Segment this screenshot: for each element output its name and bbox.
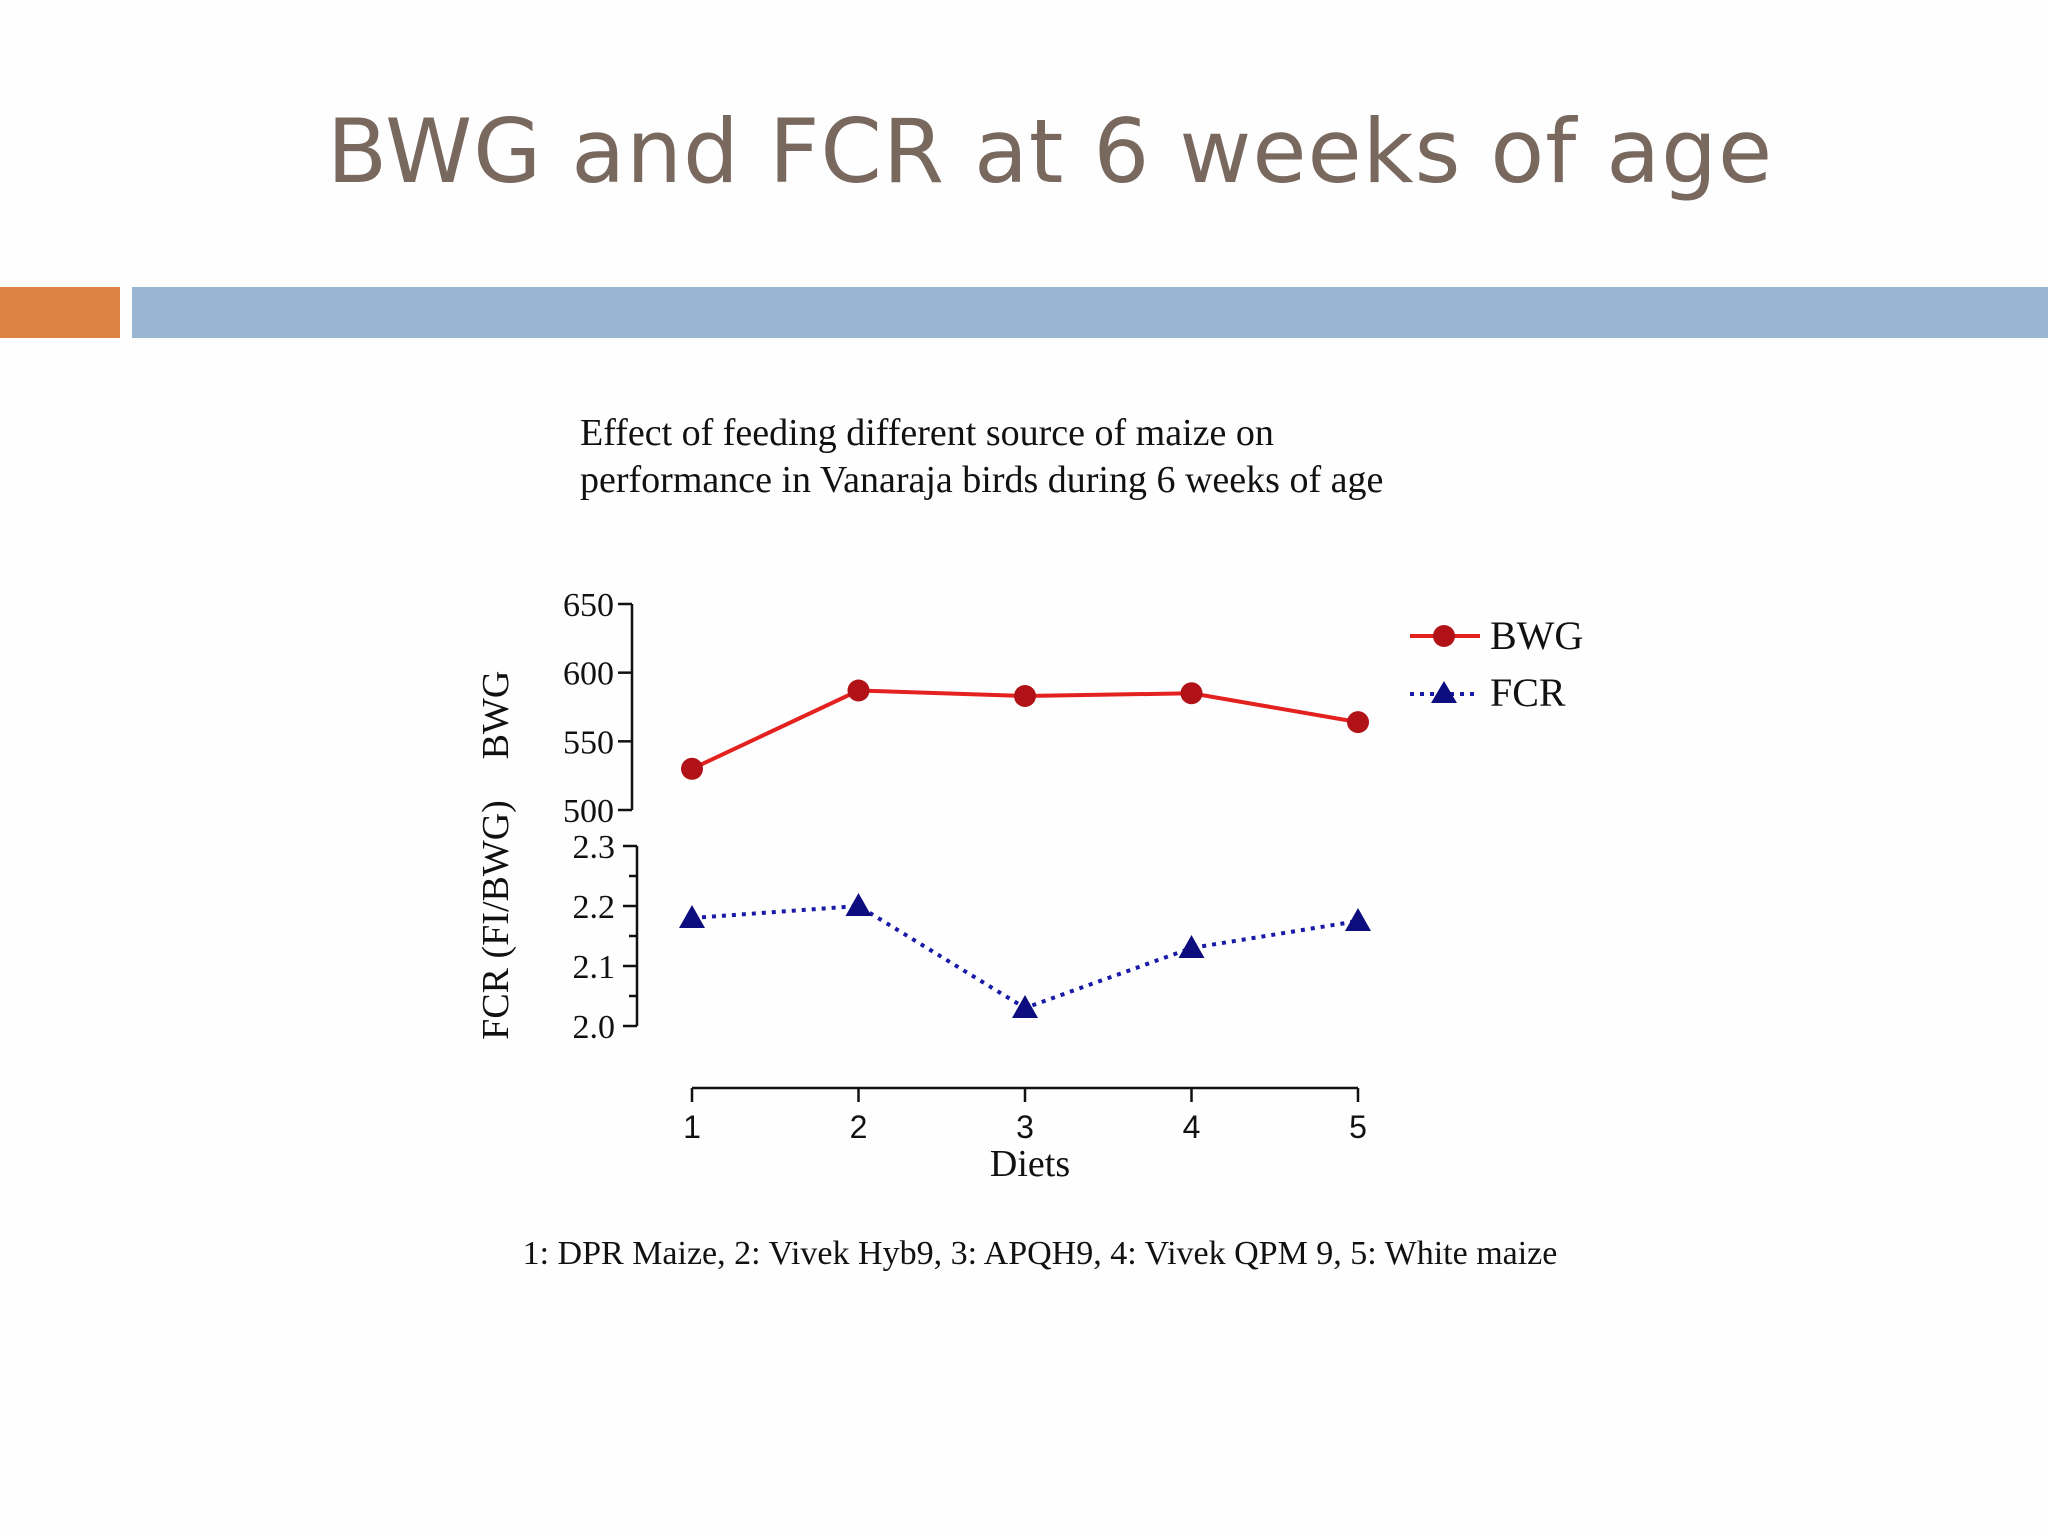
x-tick-label: 2: [850, 1109, 868, 1145]
fcr-point: [1345, 908, 1371, 931]
legend: BWG FCR: [1410, 613, 1583, 715]
bwg-point: [1347, 711, 1369, 734]
y-axis-label-bwg: BWG: [475, 671, 517, 760]
x-tick-label: 1: [683, 1109, 701, 1145]
legend-fcr-label: FCR: [1490, 670, 1566, 715]
fcr-y-tick-label: 2.1: [573, 949, 616, 986]
series-layer: [679, 679, 1371, 1018]
bwg-y-tick-label: 650: [563, 587, 614, 624]
accent-bar-orange: [0, 287, 120, 338]
fcr-point: [1178, 935, 1205, 958]
axes-layer: 500 550 600 650 2.0 2.1 2.2 2.3 1 2 3 4 5: [563, 587, 1367, 1145]
fcr-y-tick-label: 2.3: [573, 829, 616, 866]
fcr-point: [845, 893, 872, 916]
bwg-y-tick-label: 600: [563, 656, 614, 693]
bwg-point: [681, 757, 703, 780]
x-tick-label: 4: [1183, 1109, 1201, 1145]
bwg-point: [1014, 685, 1036, 708]
fcr-y-tick-label: 2.2: [573, 889, 616, 926]
fcr-point: [679, 905, 705, 928]
accent-bar-blue: [132, 287, 2048, 338]
chart-footnote: 1: DPR Maize, 2: Vivek Hyb9, 3: APQH9, 4…: [523, 1235, 1558, 1272]
bwg-y-tick-label: 550: [563, 724, 614, 761]
fcr-y-tick-label: 2.0: [573, 1009, 616, 1046]
slide-title: BWG and FCR at 6 weeks of age: [326, 100, 1774, 203]
legend-bwg-label: BWG: [1490, 613, 1583, 658]
fcr-point: [1012, 995, 1038, 1018]
x-tick-label: 3: [1016, 1109, 1034, 1145]
bwg-point: [847, 679, 870, 702]
bwg-y-tick-label: 500: [563, 793, 614, 830]
chart-title-line1: Effect of feeding different source of ma…: [580, 412, 1274, 454]
x-tick-label: 5: [1349, 1109, 1367, 1145]
legend-bwg-marker: [1433, 625, 1455, 647]
legend-fcr-marker: [1431, 681, 1457, 703]
y-axis-label-fcr: FCR (FI/BWG): [475, 800, 517, 1040]
chart-title-line2: performance in Vanaraja birds during 6 w…: [580, 459, 1383, 501]
series-line-fcr: [691, 903, 1359, 1011]
bwg-point: [1180, 682, 1203, 705]
x-axis-label: Diets: [990, 1143, 1070, 1185]
